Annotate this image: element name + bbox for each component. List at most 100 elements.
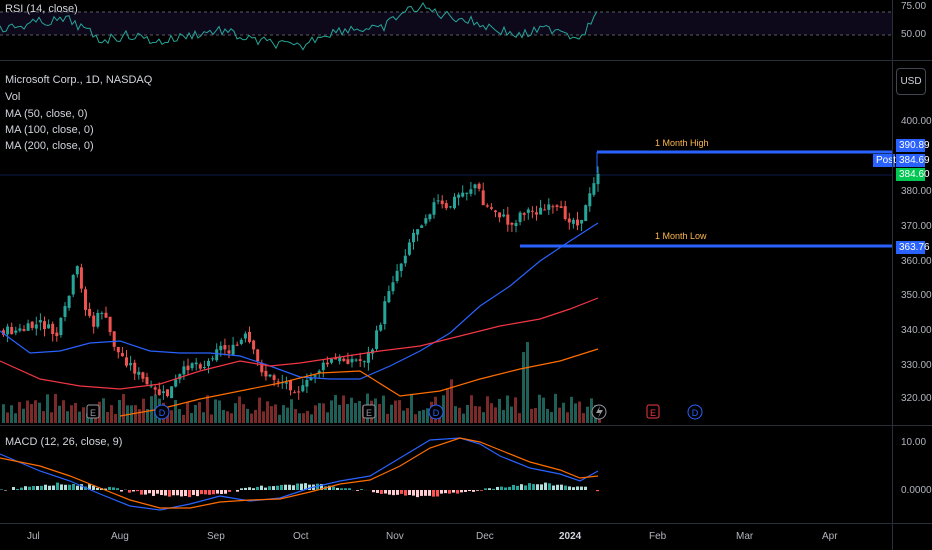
volume-bar (478, 406, 481, 423)
time-label-apr: Apr (822, 531, 838, 542)
pane-separator[interactable] (0, 60, 932, 61)
volume-legend[interactable]: Vol (5, 91, 21, 103)
macd-histogram-bar (56, 482, 59, 490)
volume-bar (202, 412, 205, 423)
price-axis-border (892, 0, 893, 550)
candle-body (407, 242, 411, 255)
candle-body (272, 375, 276, 380)
volume-bar (14, 413, 17, 423)
volume-bar (566, 412, 569, 423)
candle-body (223, 345, 227, 350)
volume-bar (338, 404, 341, 423)
candle-body (383, 301, 387, 325)
volume-bar (82, 407, 85, 423)
volume-bar (230, 413, 233, 423)
candle-body (84, 289, 87, 310)
candle-body (453, 196, 456, 209)
rsi-tick-75: 75.00 (901, 1, 927, 12)
macd-histogram-bar (512, 484, 515, 490)
candle-body (362, 361, 366, 363)
currency-button[interactable]: USD (896, 68, 926, 95)
candle-body (350, 358, 354, 363)
candle-body (186, 365, 190, 371)
rsi-legend[interactable]: RSI (14, close) (5, 3, 78, 15)
candle-body (96, 312, 100, 327)
candle-body (194, 362, 198, 365)
macd-histogram-bar (524, 485, 527, 490)
candle-body (190, 363, 194, 369)
candle-body (79, 267, 83, 289)
volume-bar (414, 414, 417, 423)
volume-bar (50, 412, 53, 423)
candle-body (420, 225, 424, 228)
macd-histogram-bar (336, 487, 339, 490)
volume-bar (590, 398, 593, 423)
volume-bar (298, 413, 301, 423)
rsi-pane[interactable]: RSI (14, close) (0, 0, 932, 60)
macd-histogram-bar (24, 486, 27, 490)
macd-histogram-bar (240, 488, 243, 490)
volume-bar (174, 399, 177, 423)
candle-body (563, 206, 567, 220)
macd-histogram-bar (536, 484, 539, 490)
macd-legend[interactable]: MACD (12, 26, close, 9) (5, 436, 123, 448)
pane-separator[interactable] (0, 425, 932, 426)
volume-bar (490, 403, 493, 423)
volume-bar (254, 409, 257, 423)
candle-body (104, 312, 108, 318)
volume-bar (450, 379, 453, 423)
candle-body (252, 340, 256, 350)
volume-bar (42, 411, 45, 423)
macd-histogram-bar (548, 483, 551, 490)
macd-histogram-bar (416, 490, 419, 498)
volume-bar (474, 406, 477, 423)
macd-histogram-bar (476, 490, 479, 491)
volume-bar (286, 407, 289, 423)
macd-pane[interactable]: MACD (12, 26, close, 9) (0, 426, 932, 523)
macd-histogram-bar (440, 490, 443, 494)
candle-body (334, 358, 338, 360)
ma100-legend[interactable]: MA (100, close, 0) (5, 124, 94, 136)
candle-body (489, 207, 493, 209)
candle-body (182, 366, 186, 375)
macd-histogram-bar (552, 485, 555, 490)
candle-body (436, 200, 440, 202)
volume-bar (406, 408, 409, 423)
macd-histogram-bar (148, 490, 151, 494)
volume-bar (322, 403, 325, 423)
volume-bar (134, 405, 137, 423)
candle-body (559, 206, 563, 208)
macd-histogram-bar (252, 488, 255, 490)
candle-body (248, 332, 251, 342)
macd-histogram-bar (144, 490, 147, 495)
macd-histogram-bar (12, 487, 15, 490)
price-tick-400: 400.00 (901, 116, 932, 127)
macd-histogram-bar (128, 490, 131, 493)
candle-body (354, 359, 358, 361)
candle-body (567, 218, 571, 223)
ma200-legend[interactable]: MA (200, close, 0) (5, 140, 94, 152)
main-price-pane[interactable]: E D E D E D Microsoft Corp., 1D, NASDAQ Vol M… (0, 61, 932, 425)
volume-bar (330, 400, 333, 423)
candle-body (309, 378, 313, 381)
macd-histogram-bar (256, 486, 259, 490)
candle-body (178, 374, 182, 380)
volume-bar (78, 411, 81, 423)
macd-histogram-bar (412, 490, 415, 496)
macd-tick-10: 10.00 (901, 437, 927, 448)
symbol-legend[interactable]: Microsoft Corp., 1D, NASDAQ (5, 74, 153, 86)
volume-bar (498, 398, 501, 423)
candle-body (301, 385, 305, 392)
ma50-legend[interactable]: MA (50, close, 0) (5, 108, 88, 120)
macd-histogram-bar (112, 487, 115, 490)
candle-body (551, 206, 555, 208)
volume-bar (378, 403, 381, 423)
candle-body (543, 209, 547, 211)
macd-histogram-bar (160, 490, 163, 496)
candle-body (125, 357, 128, 366)
macd-histogram-bar (188, 490, 191, 498)
macd-histogram-bar (420, 490, 423, 496)
macd-histogram-bar (104, 488, 107, 490)
candle-body (120, 353, 124, 357)
candle-body (71, 275, 75, 295)
